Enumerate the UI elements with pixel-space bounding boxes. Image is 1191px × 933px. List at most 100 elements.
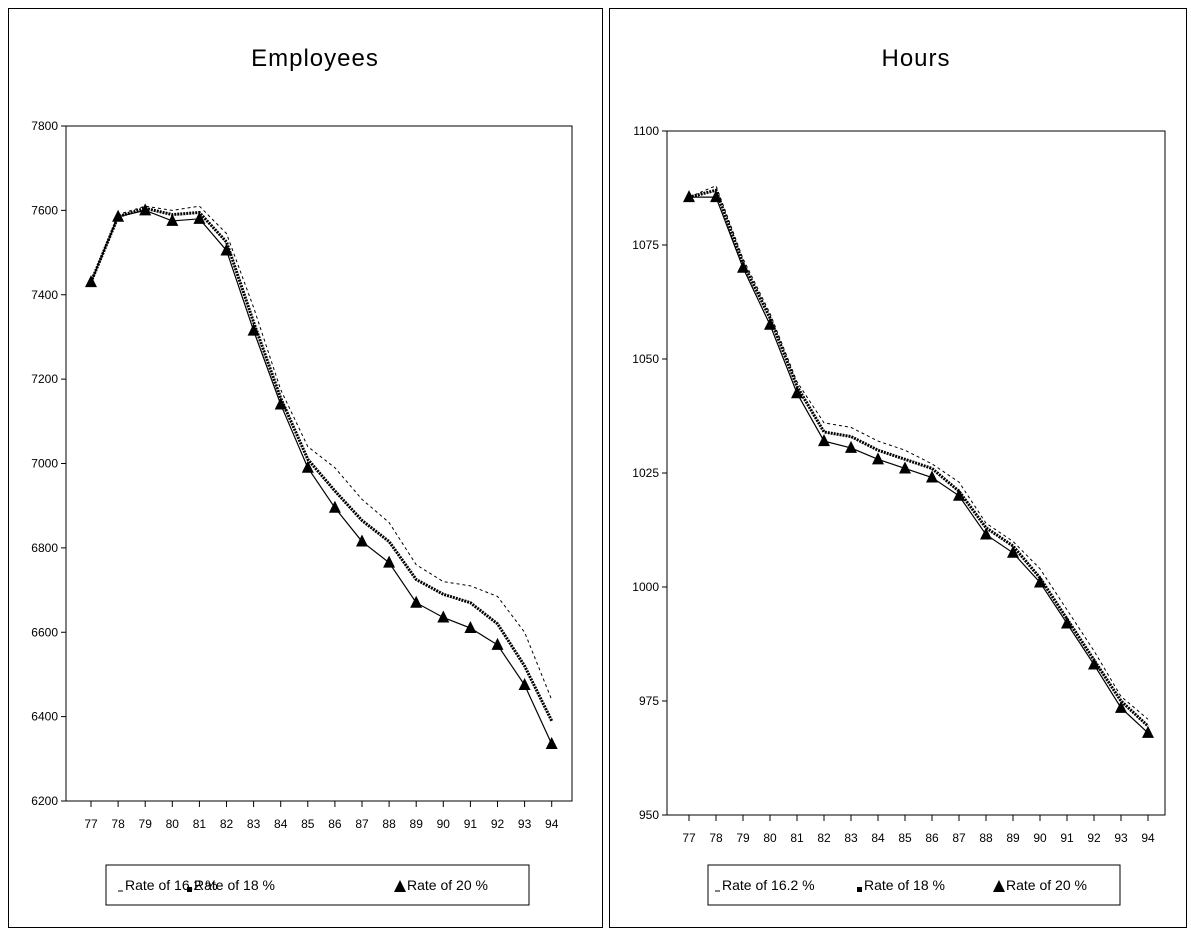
series-line-rate-20 — [689, 196, 1149, 734]
x-tick-label: 83 — [844, 831, 858, 845]
x-tick-label: 81 — [193, 817, 207, 831]
y-tick-label: 6400 — [31, 710, 58, 724]
x-tick-label: 91 — [464, 817, 478, 831]
legend-label: Rate of 20 % — [1006, 877, 1087, 893]
x-tick-label: 84 — [274, 817, 288, 831]
triangle-marker — [872, 452, 884, 465]
x-tick-label: 93 — [518, 817, 532, 831]
x-tick-label: 79 — [139, 817, 153, 831]
series-line-rate-16-2 — [90, 205, 553, 700]
triangle-marker — [737, 260, 749, 273]
x-tick-label: 89 — [410, 817, 424, 831]
y-tick-label: 6800 — [31, 541, 58, 555]
triangle-marker — [410, 595, 423, 608]
triangle-marker — [383, 555, 396, 568]
triangle-marker — [899, 461, 911, 474]
x-tick-label: 88 — [382, 817, 396, 831]
y-tick-label: 7400 — [31, 288, 58, 302]
legend-label: Rate of 16.2 % — [722, 877, 815, 893]
y-tick-label: 1025 — [632, 466, 659, 480]
legend-label: Rate of 18 % — [864, 877, 945, 893]
triangle-marker — [1142, 725, 1154, 738]
triangle-marker — [710, 190, 722, 203]
x-tick-label: 78 — [111, 817, 125, 831]
x-tick-label: 89 — [1006, 831, 1020, 845]
x-tick-label: 79 — [736, 831, 750, 845]
triangle-marker — [301, 460, 314, 473]
triangle-marker — [953, 488, 965, 501]
x-tick-label: 77 — [682, 831, 696, 845]
x-tick-label: 83 — [247, 817, 261, 831]
series-line-rate-18 — [688, 188, 1150, 728]
x-tick-label: 82 — [220, 817, 234, 831]
triangle-marker — [791, 386, 803, 399]
y-tick-label: 950 — [639, 808, 659, 822]
triangle-marker — [247, 323, 260, 336]
x-tick-label: 86 — [328, 817, 342, 831]
x-tick-label: 92 — [491, 817, 505, 831]
employees-chart-panel: Employees 6200 6400 6600 6800 7000 7200 7400 760… — [8, 8, 603, 928]
plot-area — [666, 130, 1166, 816]
triangle-marker — [193, 211, 206, 224]
triangle-marker — [166, 213, 179, 226]
legend-label: Rate of 20 % — [407, 877, 488, 893]
chart-title: Employees — [251, 45, 379, 72]
triangle-marker — [845, 440, 857, 453]
employees-chart: Employees 6200 6400 6600 6800 7000 7200 7400 760… — [31, 45, 573, 906]
triangle-marker — [85, 275, 97, 288]
series-line-rate-16-2 — [688, 185, 1149, 720]
x-tick-label: 87 — [355, 817, 369, 831]
y-tick-label: 975 — [639, 694, 659, 708]
legend-box — [105, 864, 530, 906]
x-tick-label: 94 — [545, 817, 559, 831]
legend-triangle-icon — [394, 880, 406, 892]
x-tick-label: 87 — [952, 831, 966, 845]
y-tick-label: 1050 — [632, 352, 659, 366]
triangle-marker — [980, 527, 992, 540]
x-tick-label: 84 — [871, 831, 885, 845]
x-tick-label: 88 — [979, 831, 993, 845]
y-tick-label: 1100 — [633, 124, 659, 138]
triangle-marker — [112, 209, 125, 222]
triangle-marker — [274, 397, 287, 410]
series-line-rate-18 — [89, 206, 554, 722]
y-tick-label: 1000 — [632, 580, 659, 594]
legend-label: Rate of 18 % — [194, 877, 275, 893]
hours-chart-panel: Hours 950 975 1000 1025 1050 1075 1100 77 78 79 80 8… — [609, 8, 1187, 928]
x-tick-label: 92 — [1087, 831, 1101, 845]
triangle-marker — [464, 621, 477, 634]
x-tick-label: 85 — [898, 831, 912, 845]
y-tick-label: 7000 — [31, 457, 58, 471]
x-tick-label: 82 — [817, 831, 831, 845]
triangle-marker — [328, 500, 341, 513]
x-tick-label: 90 — [437, 817, 451, 831]
y-tick-label: 7600 — [31, 203, 58, 217]
legend-label: Rate of 16.2 % — [125, 877, 218, 893]
hours-chart: Hours 950 975 1000 1025 1050 1075 1100 77 78 79 80 8… — [632, 45, 1166, 906]
triangle-marker — [1007, 545, 1019, 558]
triangle-marker — [356, 534, 368, 547]
triangle-marker — [1061, 616, 1073, 629]
triangle-marker — [1115, 700, 1127, 713]
x-tick-label: 86 — [925, 831, 939, 845]
y-tick-label: 7200 — [31, 372, 58, 386]
legend-square-icon — [187, 887, 192, 892]
triangle-marker — [491, 637, 504, 650]
triangle-marker — [220, 243, 233, 256]
legend-square-icon — [857, 887, 862, 892]
triangle-marker — [139, 203, 152, 216]
triangle-marker — [437, 610, 450, 623]
y-tick-label: 1075 — [632, 238, 659, 252]
triangle-marker — [545, 737, 558, 750]
legend-triangle-icon — [993, 880, 1005, 892]
x-tick-label: 80 — [166, 817, 180, 831]
x-tick-label: 94 — [1141, 831, 1155, 845]
x-tick-label: 78 — [709, 831, 723, 845]
legend-box — [707, 864, 1121, 906]
triangle-marker — [518, 677, 531, 690]
x-tick-label: 80 — [763, 831, 777, 845]
x-tick-label: 81 — [790, 831, 804, 845]
triangle-marker — [1088, 657, 1100, 670]
x-tick-label: 91 — [1060, 831, 1074, 845]
x-tick-label: 85 — [301, 817, 315, 831]
